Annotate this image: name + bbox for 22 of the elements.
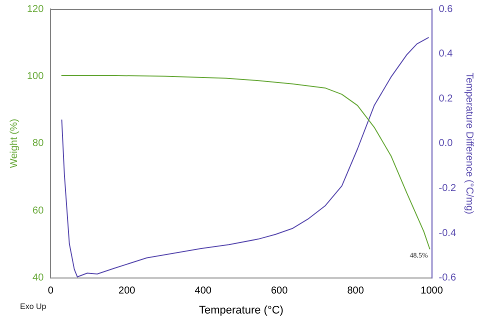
y2-tick-label: 0.4 (438, 48, 454, 60)
x-tick-label: 800 (347, 286, 364, 297)
y2-tick-label: -0.4 (438, 228, 456, 239)
y-tick-label: 40 (32, 272, 44, 284)
y2-tick-label: -0.2 (438, 182, 456, 194)
text: Exo Up (20, 302, 46, 311)
x-tick-label: 400 (194, 286, 212, 297)
x-tick-label: 600 (270, 286, 288, 297)
y2-axis-title: Temperature Difference (°C/mg) (463, 72, 474, 214)
x-tick-label: 1000 (420, 286, 444, 297)
y-tick-label: 120 (26, 4, 44, 15)
x-tick-label: 0 (48, 286, 54, 297)
y2-tick-label: 0.0 (438, 138, 454, 150)
x-axis-title: Temperature (°C) (198, 304, 284, 316)
y2-tick-label: 0.2 (438, 93, 454, 104)
y2-tick-label: -0.6 (438, 272, 456, 284)
y-axis-title: Weight (%) (8, 118, 20, 168)
y-tick-label: 60 (32, 205, 44, 216)
y2-tick-label: 0.6 (438, 4, 454, 15)
y-tick-label: 80 (32, 138, 44, 150)
x-tick-label: 200 (118, 286, 136, 297)
y-tick-label: 100 (26, 70, 44, 82)
